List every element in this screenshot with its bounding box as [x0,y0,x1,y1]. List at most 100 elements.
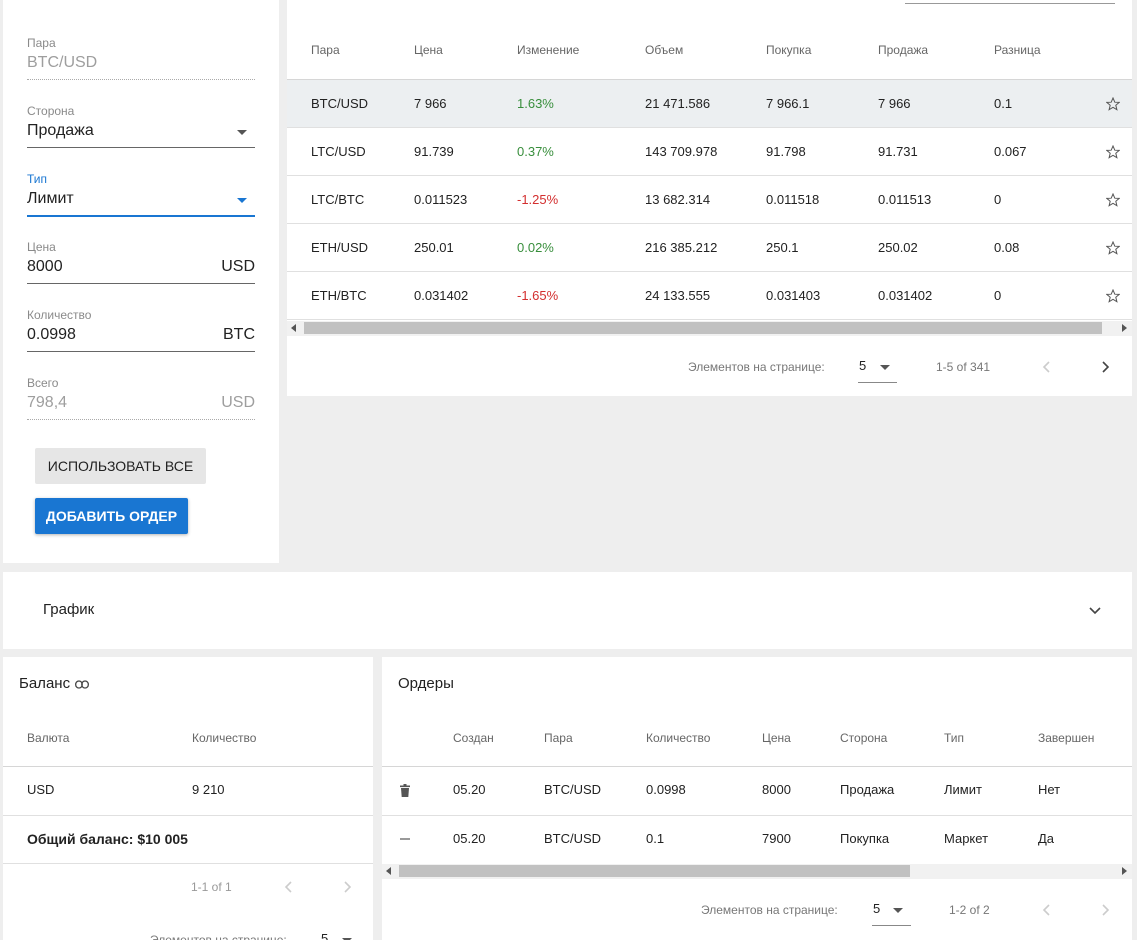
scroll-left[interactable] [386,867,392,875]
field-value[interactable]: 0.0998 [27,326,76,343]
next-page[interactable] [1098,360,1112,374]
field-value: 798,4 [27,394,68,411]
divider [287,79,1132,80]
search-underline[interactable] [905,3,1115,4]
next-page[interactable] [340,880,354,894]
table-cell: Маркет [944,831,989,846]
table-cell: 0.011513 [878,192,932,207]
field-underline [27,147,255,148]
add-order-button[interactable] [35,498,188,534]
table-cell: 91.798 [766,144,806,159]
next-page[interactable] [1098,903,1112,917]
column-header: Пара [311,43,340,57]
field-label: Тип [27,172,48,186]
table-cell: BTC/USD [544,782,602,797]
per-page-value[interactable]: 5 [321,931,329,940]
favorite-star[interactable] [1106,145,1120,159]
link-icon[interactable] [75,679,89,689]
balance-title: Баланс [19,675,71,692]
table-cell: 0.031403 [766,288,821,303]
field-underline [27,215,255,217]
column-header: Изменение [517,43,580,57]
dropdown-arrow[interactable] [236,128,248,137]
expand-chevron[interactable] [1088,603,1102,617]
page-range: 1-1 of 1 [191,880,232,894]
table-cell: 13 682.314 [645,192,711,207]
scrollbar-thumb[interactable] [399,865,910,877]
favorite-star[interactable] [1106,241,1120,255]
add-order-button-label[interactable]: ДОБАВИТЬ ОРДЕР [45,508,178,524]
table-row[interactable] [287,80,1132,128]
scroll-right[interactable] [1121,867,1127,875]
use-all-button-label[interactable]: ИСПОЛЬЗОВАТЬ ВСЕ [47,458,194,474]
table-cell: 0.1 [994,96,1013,111]
per-page-arrow[interactable] [341,936,353,940]
field-unit: BTC [223,326,255,343]
table-cell: -1.65% [517,288,559,303]
orders-title: Ордеры [398,675,454,692]
table-cell: Лимит [944,782,982,797]
table-cell: 0.031402 [414,288,469,303]
table-row[interactable] [287,272,1132,320]
prev-page[interactable] [1040,360,1054,374]
chart-panel-title: График [43,601,95,618]
table-cell: 143 709.978 [645,144,718,159]
table-cell: 216 385.212 [645,240,718,255]
favorite-star[interactable] [1106,193,1120,207]
table-cell: 0 [994,192,1002,207]
table-cell: 250.1 [766,240,799,255]
field-value[interactable]: 8000 [27,258,63,275]
table-cell: 0.031402 [878,288,933,303]
scroll-right[interactable] [1121,324,1127,332]
field-unit: USD [221,394,255,411]
prev-page[interactable] [1040,903,1054,917]
column-header: Создан [453,731,494,745]
divider [3,815,373,816]
column-header: Объем [645,43,684,57]
per-page-value[interactable]: 5 [873,901,881,916]
table-cell: 7 966 [414,96,447,111]
favorite-star[interactable] [1106,97,1120,111]
table-cell: 05.20 [453,782,486,797]
column-header: Валюта [27,731,70,745]
column-header: Разница [994,43,1041,57]
per-page-arrow[interactable] [879,363,891,372]
table-cell: 91.739 [414,144,454,159]
column-header: Завершен [1038,731,1095,745]
table-cell: 0.011523 [414,192,468,207]
table-cell: 7 966.1 [766,96,810,111]
table-row[interactable] [287,176,1132,224]
scroll-left[interactable] [291,324,297,332]
table-cell: 0.067 [994,144,1027,159]
scrollbar-thumb[interactable] [304,322,1102,334]
table-cell: USD [27,782,55,797]
table-cell: 05.20 [453,831,486,846]
dropdown-arrow[interactable] [236,196,248,205]
table-row[interactable] [287,128,1132,176]
prev-page[interactable] [282,880,296,894]
per-page-value[interactable]: 5 [859,358,867,373]
table-cell: LTC/USD [311,144,366,159]
per-page-label: Элементов на странице: [688,360,825,374]
field-underline [27,283,255,284]
column-header: Пара [544,731,573,745]
field-value[interactable]: Лимит [27,190,74,207]
table-cell: BTC/USD [544,831,602,846]
use-all-button[interactable] [35,448,206,484]
table-cell: Продажа [840,782,895,797]
column-header: Цена [414,43,443,57]
field-value[interactable]: Продажа [27,122,94,139]
column-header: Продажа [878,43,929,57]
table-cell: 250.01 [414,240,454,255]
table-row[interactable] [287,224,1132,272]
page-range: 1-2 of 2 [949,903,990,917]
field-underline [27,79,255,80]
per-page-arrow[interactable] [892,906,904,915]
chart-panel[interactable] [3,572,1132,649]
divider [3,766,373,767]
table-cell: 0.02% [517,240,554,255]
favorite-star[interactable] [1106,289,1120,303]
table-cell: Да [1038,831,1055,846]
delete-icon[interactable] [400,783,410,797]
